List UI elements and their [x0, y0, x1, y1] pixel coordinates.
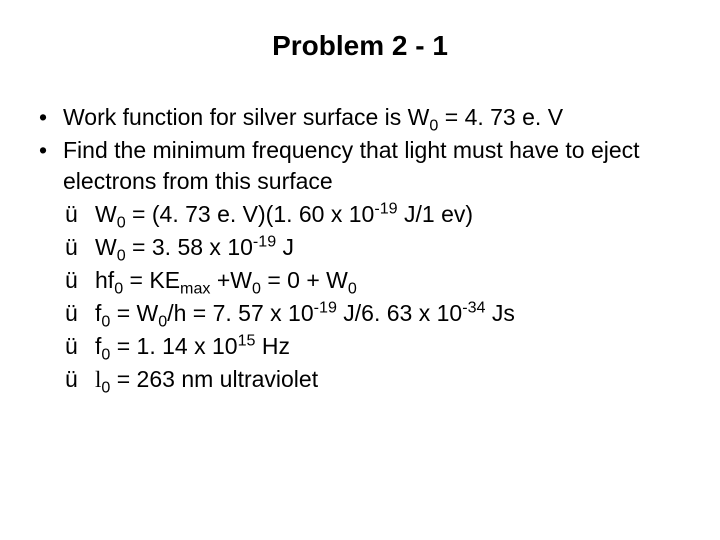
check-item: ü f0 = 1. 14 x 1015 Hz — [35, 331, 690, 362]
check-icon: ü — [65, 331, 95, 362]
slide-title: Problem 2 - 1 — [30, 30, 690, 62]
check-item: ü W0 = 3. 58 x 10-19 J — [35, 232, 690, 263]
check-text: f0 = W0/h = 7. 57 x 10-19 J/6. 63 x 10-3… — [95, 298, 690, 329]
bullet-marker: • — [35, 135, 63, 197]
check-icon: ü — [65, 232, 95, 263]
bullet-item: • Work function for silver surface is W0… — [35, 102, 690, 133]
check-item: ü l0 = 263 nm ultraviolet — [35, 364, 690, 395]
check-item: ü f0 = W0/h = 7. 57 x 10-19 J/6. 63 x 10… — [35, 298, 690, 329]
check-icon: ü — [65, 298, 95, 329]
bullet-text: Find the minimum frequency that light mu… — [63, 135, 690, 197]
check-text: l0 = 263 nm ultraviolet — [95, 364, 690, 395]
check-item: ü W0 = (4. 73 e. V)(1. 60 x 10-19 J/1 ev… — [35, 199, 690, 230]
check-icon: ü — [65, 199, 95, 230]
bullet-text: Work function for silver surface is W0 =… — [63, 102, 690, 133]
check-text: W0 = (4. 73 e. V)(1. 60 x 10-19 J/1 ev) — [95, 199, 690, 230]
check-item: ü hf0 = KEmax +W0 = 0 + W0 — [35, 265, 690, 296]
slide-content: • Work function for silver surface is W0… — [30, 102, 690, 395]
check-icon: ü — [65, 265, 95, 296]
check-text: hf0 = KEmax +W0 = 0 + W0 — [95, 265, 690, 296]
bullet-marker: • — [35, 102, 63, 133]
check-icon: ü — [65, 364, 95, 395]
check-text: W0 = 3. 58 x 10-19 J — [95, 232, 690, 263]
check-text: f0 = 1. 14 x 1015 Hz — [95, 331, 690, 362]
bullet-item: • Find the minimum frequency that light … — [35, 135, 690, 197]
